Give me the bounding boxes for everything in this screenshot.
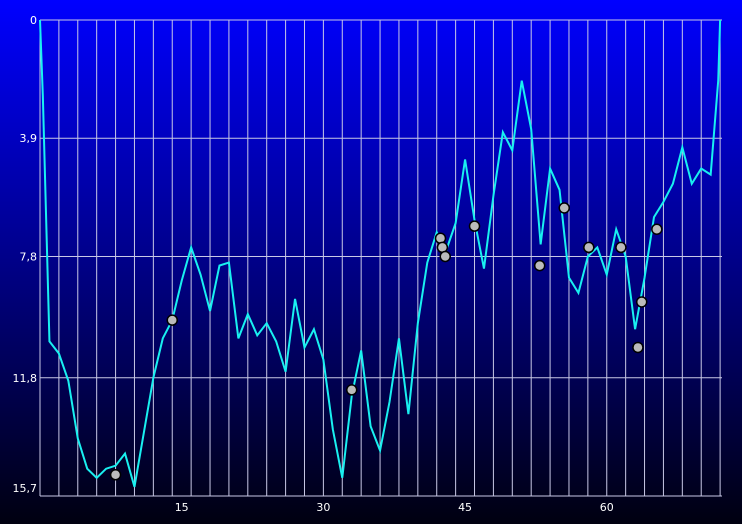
y-tick-label: 0	[30, 14, 37, 27]
event-marker	[109, 469, 122, 481]
event-marker	[434, 232, 447, 245]
event-marker	[632, 341, 644, 354]
event-marker	[558, 202, 571, 214]
event-marker	[583, 241, 595, 254]
depth-line	[39, 19, 722, 488]
x-tick-label: 45	[458, 501, 472, 514]
event-marker	[635, 296, 648, 308]
y-tick-label: 7,8	[20, 250, 38, 263]
x-tick-label: 60	[600, 501, 614, 514]
event-marker	[468, 220, 481, 232]
event-marker	[651, 223, 663, 235]
x-tick-label: 15	[175, 501, 189, 514]
event-marker	[615, 241, 627, 254]
event-marker	[439, 250, 451, 263]
y-tick-label: 3,9	[20, 132, 38, 145]
event-marker	[166, 314, 178, 326]
y-tick-label: 11,8	[13, 372, 38, 385]
event-marker	[533, 259, 546, 272]
y-tick-label: 15,7	[13, 482, 38, 495]
x-tick-label: 30	[316, 501, 330, 514]
event-marker	[345, 384, 358, 396]
